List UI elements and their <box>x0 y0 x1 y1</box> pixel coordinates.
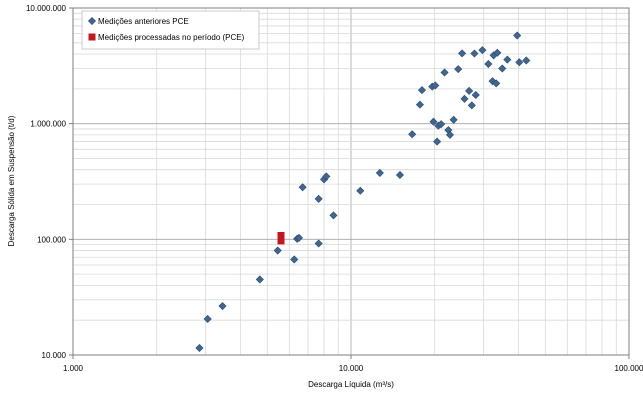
data-point-previous <box>356 186 365 195</box>
data-point-previous <box>471 90 480 100</box>
legend-box <box>81 10 260 50</box>
data-point-previous <box>255 275 264 284</box>
data-point-previous <box>322 172 331 181</box>
data-point-previous <box>437 120 446 129</box>
legend-entry: Medições processadas no período (PCE) <box>98 33 245 42</box>
y-tick-label: 10.000 <box>42 351 67 360</box>
x-tick-label: 100.000 <box>615 364 643 373</box>
data-point-previous <box>458 49 467 58</box>
data-point-previous <box>493 48 502 57</box>
data-point-previous <box>314 194 323 203</box>
data-point-previous <box>440 68 449 77</box>
y-tick-label: 1.000.000 <box>30 120 66 129</box>
data-point-previous <box>492 79 501 88</box>
data-point-processed <box>277 237 285 245</box>
data-point-previous <box>498 64 507 73</box>
data-point-previous <box>408 130 417 139</box>
data-point-processed <box>277 231 285 239</box>
data-point-previous <box>329 211 338 220</box>
data-point-previous <box>395 170 404 180</box>
y-tick-label: 100.000 <box>37 235 66 244</box>
data-point-previous <box>431 81 440 90</box>
data-point-previous <box>375 168 384 177</box>
data-point-previous <box>478 46 487 55</box>
x-axis-label: Descarga Líquida (m³/s) <box>308 380 394 389</box>
data-point-previous <box>484 59 493 69</box>
axis-ticks: 1.000 10.000 100.000 10.000 100.000 1.000.000… <box>26 4 643 373</box>
data-points <box>195 31 531 353</box>
data-point-previous <box>467 101 476 110</box>
y-axis-label: Descarga Sólida em Suspensão (t/d) <box>7 115 16 246</box>
data-point-previous <box>513 31 522 40</box>
data-point-previous <box>417 86 426 95</box>
data-point-previous <box>294 233 304 242</box>
grid-lines <box>73 8 629 355</box>
data-point-previous <box>522 56 531 65</box>
x-tick-label: 10.000 <box>339 364 364 373</box>
legend-marker <box>88 33 96 41</box>
legend-entry: Medições anteriores PCE <box>98 17 189 26</box>
data-point-previous <box>460 94 469 103</box>
data-point-previous <box>298 183 307 192</box>
data-point-previous <box>195 343 204 353</box>
data-point-previous <box>218 302 227 311</box>
data-point-previous <box>470 49 479 58</box>
data-point-previous <box>488 77 497 86</box>
data-point-previous <box>290 255 299 264</box>
legend-marker <box>87 16 97 26</box>
data-point-previous <box>445 130 454 139</box>
data-point-previous <box>415 100 424 109</box>
data-point-previous <box>433 137 442 146</box>
data-point-previous <box>429 117 438 126</box>
x-tick-label: 1.000 <box>63 364 84 373</box>
data-point-previous <box>449 115 458 124</box>
data-point-previous <box>465 86 474 95</box>
data-point-previous <box>503 55 512 64</box>
y-tick-label: 10.000.000 <box>26 4 67 13</box>
legend: Medições anteriores PCE Medições processa… <box>81 10 260 50</box>
data-point-previous <box>273 246 282 255</box>
data-point-previous <box>203 314 212 323</box>
data-point-previous <box>454 65 463 74</box>
data-point-previous <box>515 58 524 67</box>
data-point-previous <box>314 239 323 248</box>
